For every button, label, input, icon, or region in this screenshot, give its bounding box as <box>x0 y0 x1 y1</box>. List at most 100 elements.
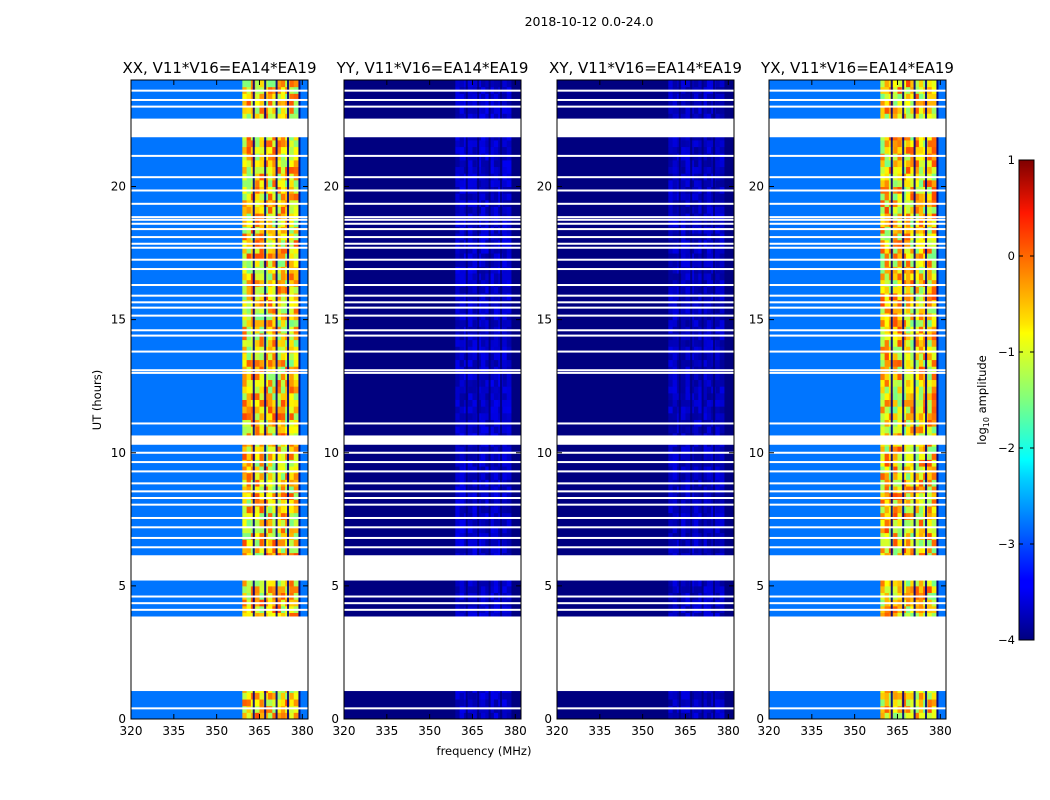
heatmap-cell <box>293 612 299 620</box>
heatmap-cell <box>906 472 911 480</box>
heatmap-cell <box>884 699 890 707</box>
heatmap-cell <box>485 253 491 261</box>
heatmap-cell <box>289 193 295 201</box>
heatmap-cell <box>255 525 260 534</box>
heatmap-cell <box>893 273 898 281</box>
heatmap-cell <box>897 399 903 407</box>
heatmap-cell <box>906 306 911 314</box>
panel-title: YY, V11*V16=EA14*EA19 <box>336 59 529 77</box>
heatmap-cell <box>897 386 903 394</box>
heatmap-cell <box>685 525 691 534</box>
heatmap-cell <box>481 466 486 474</box>
heatmap-cell <box>672 545 678 554</box>
flag-line <box>344 503 521 506</box>
heatmap-cell <box>493 466 499 474</box>
heatmap-cell <box>506 579 512 587</box>
heatmap-cell <box>893 352 898 361</box>
heatmap-cell <box>481 519 486 527</box>
flag-line <box>557 497 734 500</box>
heatmap-cell <box>706 253 712 261</box>
heatmap-cell <box>893 519 898 527</box>
heatmap-cell <box>485 273 491 281</box>
heatmap-cell <box>681 206 686 214</box>
panel-frame <box>130 79 309 720</box>
heatmap-cell <box>893 359 898 367</box>
heatmap-cell <box>672 499 678 507</box>
heatmap-cell <box>719 379 725 387</box>
flag-line <box>344 470 521 473</box>
x-tick-label: 380 <box>717 724 740 738</box>
heatmap-cell <box>698 206 704 214</box>
flag-line <box>557 350 734 353</box>
heatmap-cell <box>719 166 725 174</box>
heatmap-cell <box>481 339 486 347</box>
heatmap-cell <box>289 699 295 707</box>
flag-line <box>344 258 521 261</box>
heatmap-cell <box>884 532 890 540</box>
heatmap-cell <box>293 273 299 281</box>
heatmap-cell <box>455 359 461 367</box>
heatmap-cell <box>455 712 461 720</box>
x-tick-label: 320 <box>333 724 356 738</box>
heatmap-cell <box>493 166 499 174</box>
heatmap-cell <box>272 306 278 314</box>
heatmap-cell <box>289 386 295 394</box>
heatmap-cell <box>931 466 937 474</box>
heatmap-cell <box>485 359 491 367</box>
heatmap-cell <box>668 346 674 354</box>
heatmap-cell <box>293 539 299 547</box>
heatmap-cell <box>459 612 465 620</box>
heatmap-cell <box>706 692 712 700</box>
heatmap-cell <box>910 486 916 494</box>
channel-line <box>465 80 468 719</box>
heatmap-cell <box>459 446 465 454</box>
heatmap-cell <box>489 259 495 267</box>
heatmap-cell <box>672 319 678 327</box>
heatmap-cell <box>472 392 478 400</box>
heatmap-cell <box>280 412 286 420</box>
heatmap-cell <box>293 492 299 500</box>
heatmap-cell <box>459 466 465 474</box>
heatmap-cell <box>672 452 678 460</box>
heatmap-cell <box>459 392 465 400</box>
heatmap-cell <box>472 93 478 101</box>
heatmap-cell <box>698 525 704 534</box>
heatmap-cell <box>506 512 512 520</box>
heatmap-cell <box>715 486 721 494</box>
heatmap-cell <box>242 712 248 720</box>
heatmap-cell <box>715 80 721 88</box>
heatmap-cell <box>506 273 512 281</box>
heatmap-cell <box>468 99 473 108</box>
heatmap-cell <box>246 206 252 214</box>
heatmap-cell <box>485 206 491 214</box>
heatmap-cell <box>242 699 248 707</box>
heatmap-cell <box>931 426 937 434</box>
heatmap-cell <box>910 525 916 534</box>
heatmap-cell <box>268 259 273 267</box>
y-tick-label: 10 <box>537 446 552 460</box>
heatmap-cell <box>719 512 725 520</box>
channel-line <box>701 80 704 719</box>
heatmap-cell <box>893 612 898 620</box>
heatmap-cell <box>918 279 924 287</box>
heatmap-cell <box>706 406 712 414</box>
heatmap-cell <box>715 279 721 287</box>
flag-line <box>344 369 521 372</box>
heatmap-cell <box>706 139 712 148</box>
heatmap-cell <box>272 486 278 494</box>
heatmap-cell <box>489 392 495 400</box>
panel-title: XY, V11*V16=EA14*EA19 <box>549 59 742 77</box>
heatmap-cell <box>702 246 708 254</box>
heatmap-cell <box>706 452 712 460</box>
heatmap-cell <box>502 466 508 474</box>
heatmap-cell <box>880 386 886 394</box>
heatmap-cell <box>719 146 725 154</box>
heatmap-cell <box>485 406 491 414</box>
heatmap-cell <box>455 399 461 407</box>
heatmap-cell <box>702 519 708 527</box>
heatmap-cell <box>719 246 725 254</box>
heatmap-cell <box>715 472 721 480</box>
heatmap-cell <box>880 539 886 547</box>
heatmap-cell <box>489 579 495 587</box>
heatmap-cell <box>293 545 299 554</box>
